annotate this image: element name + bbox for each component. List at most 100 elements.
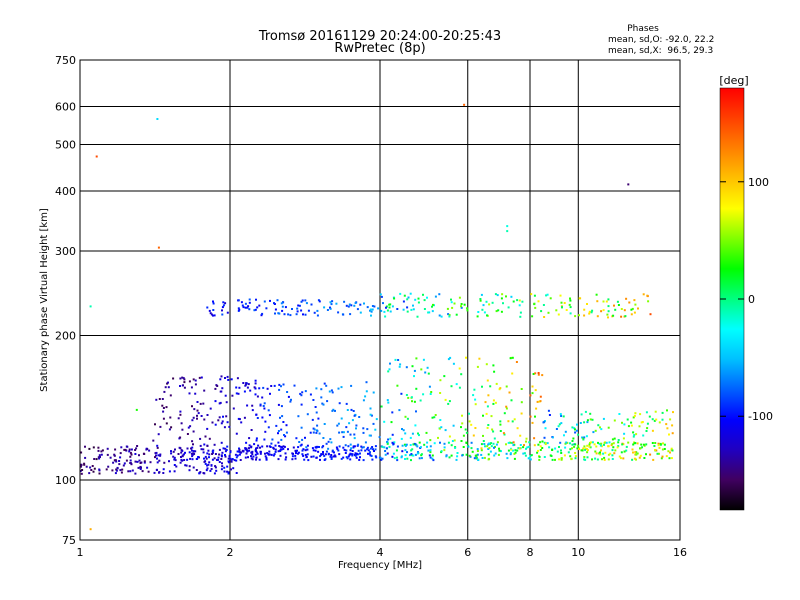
- data-point: [369, 454, 372, 457]
- data-point: [546, 293, 549, 296]
- data-point: [212, 300, 214, 303]
- data-point: [534, 415, 536, 418]
- data-point: [192, 452, 195, 455]
- data-point: [220, 422, 223, 425]
- data-point: [369, 407, 372, 410]
- data-point: [481, 457, 484, 459]
- data-point: [623, 450, 626, 453]
- data-point: [179, 413, 182, 416]
- data-point: [84, 456, 87, 459]
- data-point: [578, 448, 580, 451]
- data-point: [157, 246, 160, 249]
- data-point: [321, 446, 324, 449]
- data-point: [300, 394, 303, 397]
- data-point: [291, 455, 294, 458]
- data-point: [312, 455, 315, 458]
- data-point: [396, 445, 399, 448]
- data-point: [367, 452, 369, 455]
- data-point: [649, 453, 652, 456]
- x-tick-label: 16: [673, 546, 687, 559]
- data-point: [235, 386, 238, 389]
- data-point: [351, 454, 354, 457]
- data-point: [627, 441, 630, 444]
- x-tick-label: 6: [464, 546, 471, 559]
- data-point: [364, 441, 367, 444]
- data-point: [174, 459, 177, 462]
- data-point: [342, 431, 345, 434]
- data-point: [274, 450, 277, 453]
- data-point: [252, 455, 255, 458]
- data-point: [448, 315, 451, 318]
- data-point: [352, 410, 355, 412]
- data-point: [168, 460, 170, 463]
- data-point: [609, 452, 612, 455]
- data-point: [439, 379, 442, 382]
- data-point: [661, 418, 664, 421]
- data-point: [397, 359, 400, 361]
- data-point: [261, 445, 264, 448]
- data-point: [226, 421, 229, 424]
- data-point: [539, 449, 542, 451]
- data-point: [611, 442, 614, 445]
- data-point: [661, 455, 664, 458]
- data-point: [621, 443, 624, 446]
- data-point: [208, 456, 210, 459]
- data-point: [239, 459, 242, 461]
- data-point: [342, 435, 345, 438]
- data-point: [420, 368, 423, 371]
- data-point: [191, 419, 194, 422]
- data-point: [412, 454, 415, 457]
- data-point: [626, 418, 629, 421]
- data-point: [564, 446, 567, 449]
- data-point: [645, 411, 648, 414]
- data-point: [631, 458, 634, 461]
- data-point: [391, 305, 394, 308]
- data-point: [218, 416, 221, 419]
- data-point: [484, 445, 486, 448]
- data-point: [519, 311, 522, 314]
- data-point: [348, 422, 351, 425]
- data-point: [230, 458, 233, 461]
- data-point: [391, 411, 394, 414]
- data-point: [563, 454, 566, 457]
- data-point: [415, 444, 418, 447]
- data-point: [101, 449, 104, 452]
- data-point: [415, 387, 418, 390]
- data-point: [80, 464, 83, 467]
- data-point: [327, 440, 330, 443]
- data-point: [401, 444, 404, 447]
- data-point: [224, 455, 227, 458]
- data-point: [310, 303, 313, 306]
- data-point: [582, 447, 585, 450]
- data-point: [562, 415, 565, 418]
- data-point: [181, 449, 184, 452]
- data-point: [315, 456, 318, 459]
- data-point: [109, 456, 112, 459]
- data-point: [206, 427, 209, 430]
- data-point: [574, 315, 577, 318]
- data-point: [344, 444, 347, 447]
- data-point: [244, 306, 247, 309]
- data-point: [340, 457, 343, 460]
- data-point: [93, 467, 96, 470]
- data-point: [402, 308, 405, 311]
- data-point: [455, 383, 458, 386]
- data-point: [367, 449, 370, 452]
- data-point: [510, 441, 513, 444]
- x-tick-label: 2: [227, 546, 234, 559]
- data-point: [632, 443, 635, 446]
- data-point: [392, 452, 395, 455]
- y-tick-label: 600: [55, 101, 76, 114]
- data-point: [413, 442, 416, 445]
- data-point: [366, 448, 368, 451]
- data-point: [337, 311, 340, 314]
- data-point: [276, 299, 279, 302]
- data-point: [258, 304, 261, 307]
- data-point: [528, 441, 531, 444]
- data-point: [237, 307, 240, 310]
- data-point: [355, 456, 358, 459]
- data-point: [202, 402, 205, 405]
- data-point: [537, 300, 540, 303]
- data-point: [306, 444, 309, 447]
